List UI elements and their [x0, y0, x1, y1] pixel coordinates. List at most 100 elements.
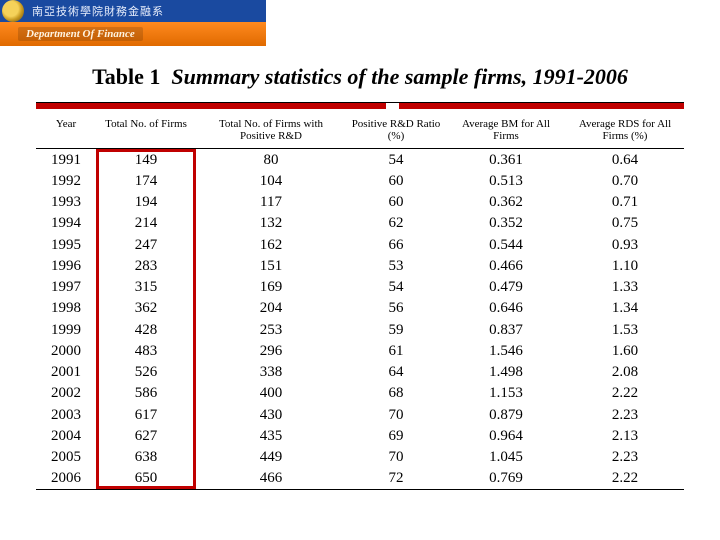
- cell-total: 627: [96, 425, 196, 446]
- table-row: 2006650466720.7692.22: [36, 468, 684, 490]
- cell-year: 1996: [36, 255, 96, 276]
- cell-ratio: 60: [346, 192, 446, 213]
- table-row: 2002586400681.1532.22: [36, 383, 684, 404]
- cell-rds: 2.22: [566, 468, 684, 490]
- cell-bm: 0.361: [446, 149, 566, 171]
- table-row: 1997315169540.4791.33: [36, 277, 684, 298]
- cell-positive: 162: [196, 234, 346, 255]
- cell-bm: 0.362: [446, 192, 566, 213]
- header-chinese-text: 南亞技術學院財務金融系: [32, 3, 164, 19]
- cell-rds: 0.75: [566, 213, 684, 234]
- col-header-bm: Average BM for All Firms: [446, 114, 566, 149]
- table-row: 199114980540.3610.64: [36, 149, 684, 171]
- cell-bm: 0.544: [446, 234, 566, 255]
- cell-bm: 0.879: [446, 404, 566, 425]
- cell-positive: 435: [196, 425, 346, 446]
- cell-ratio: 61: [346, 340, 446, 361]
- cell-positive: 430: [196, 404, 346, 425]
- table-row: 2005638449701.0452.23: [36, 447, 684, 468]
- table-header-row: Year Total No. of Firms Total No. of Fir…: [36, 114, 684, 149]
- cell-year: 2002: [36, 383, 96, 404]
- cell-positive: 80: [196, 149, 346, 171]
- cell-rds: 0.71: [566, 192, 684, 213]
- cell-rds: 1.53: [566, 319, 684, 340]
- cell-positive: 169: [196, 277, 346, 298]
- col-header-rds: Average RDS for All Firms (%): [566, 114, 684, 149]
- cell-ratio: 64: [346, 362, 446, 383]
- cell-total: 194: [96, 192, 196, 213]
- cell-positive: 338: [196, 362, 346, 383]
- cell-year: 1999: [36, 319, 96, 340]
- col-header-year: Year: [36, 114, 96, 149]
- cell-positive: 296: [196, 340, 346, 361]
- cell-rds: 2.08: [566, 362, 684, 383]
- cell-bm: 1.498: [446, 362, 566, 383]
- cell-bm: 1.546: [446, 340, 566, 361]
- cell-positive: 466: [196, 468, 346, 490]
- cell-total: 315: [96, 277, 196, 298]
- school-emblem-icon: [2, 0, 24, 22]
- cell-ratio: 68: [346, 383, 446, 404]
- cell-year: 1992: [36, 170, 96, 191]
- table-row: 1998362204560.6461.34: [36, 298, 684, 319]
- cell-ratio: 56: [346, 298, 446, 319]
- cell-total: 617: [96, 404, 196, 425]
- cell-rds: 2.23: [566, 404, 684, 425]
- table-row: 1996283151530.4661.10: [36, 255, 684, 276]
- cell-ratio: 59: [346, 319, 446, 340]
- header-department-text: Department Of Finance: [18, 27, 143, 41]
- cell-total: 586: [96, 383, 196, 404]
- cell-ratio: 54: [346, 277, 446, 298]
- cell-ratio: 72: [346, 468, 446, 490]
- cell-rds: 2.13: [566, 425, 684, 446]
- cell-year: 1991: [36, 149, 96, 171]
- cell-bm: 0.769: [446, 468, 566, 490]
- cell-positive: 449: [196, 447, 346, 468]
- cell-positive: 204: [196, 298, 346, 319]
- table-title-label: Table 1: [92, 64, 160, 89]
- cell-bm: 1.153: [446, 383, 566, 404]
- table-body: 199114980540.3610.641992174104600.5130.7…: [36, 149, 684, 490]
- cell-ratio: 54: [346, 149, 446, 171]
- cell-ratio: 70: [346, 404, 446, 425]
- rule-red-left: [36, 103, 386, 109]
- cell-positive: 253: [196, 319, 346, 340]
- col-header-total: Total No. of Firms: [96, 114, 196, 149]
- cell-positive: 104: [196, 170, 346, 191]
- cell-positive: 132: [196, 213, 346, 234]
- cell-year: 1998: [36, 298, 96, 319]
- table-row: 1999428253590.8371.53: [36, 319, 684, 340]
- cell-total: 650: [96, 468, 196, 490]
- table-title-rest: Summary statistics of the sample firms, …: [171, 64, 628, 89]
- summary-table: Year Total No. of Firms Total No. of Fir…: [36, 114, 684, 490]
- table-row: 1992174104600.5130.70: [36, 170, 684, 191]
- cell-ratio: 66: [346, 234, 446, 255]
- cell-total: 214: [96, 213, 196, 234]
- cell-year: 1993: [36, 192, 96, 213]
- col-header-ratio: Positive R&D Ratio (%): [346, 114, 446, 149]
- table-row: 1995247162660.5440.93: [36, 234, 684, 255]
- cell-rds: 1.10: [566, 255, 684, 276]
- cell-total: 638: [96, 447, 196, 468]
- table-title: Table 1 Summary statistics of the sample…: [0, 64, 720, 90]
- cell-total: 149: [96, 149, 196, 171]
- cell-total: 526: [96, 362, 196, 383]
- cell-bm: 1.045: [446, 447, 566, 468]
- cell-total: 428: [96, 319, 196, 340]
- cell-bm: 0.466: [446, 255, 566, 276]
- cell-year: 2005: [36, 447, 96, 468]
- cell-rds: 0.93: [566, 234, 684, 255]
- table-row: 1993194117600.3620.71: [36, 192, 684, 213]
- cell-positive: 151: [196, 255, 346, 276]
- cell-ratio: 70: [346, 447, 446, 468]
- cell-ratio: 62: [346, 213, 446, 234]
- cell-bm: 0.964: [446, 425, 566, 446]
- cell-rds: 0.70: [566, 170, 684, 191]
- cell-rds: 0.64: [566, 149, 684, 171]
- cell-total: 247: [96, 234, 196, 255]
- header-blue-strip: 南亞技術學院財務金融系: [0, 0, 266, 22]
- cell-year: 2000: [36, 340, 96, 361]
- cell-bm: 0.837: [446, 319, 566, 340]
- cell-rds: 2.22: [566, 383, 684, 404]
- cell-rds: 1.33: [566, 277, 684, 298]
